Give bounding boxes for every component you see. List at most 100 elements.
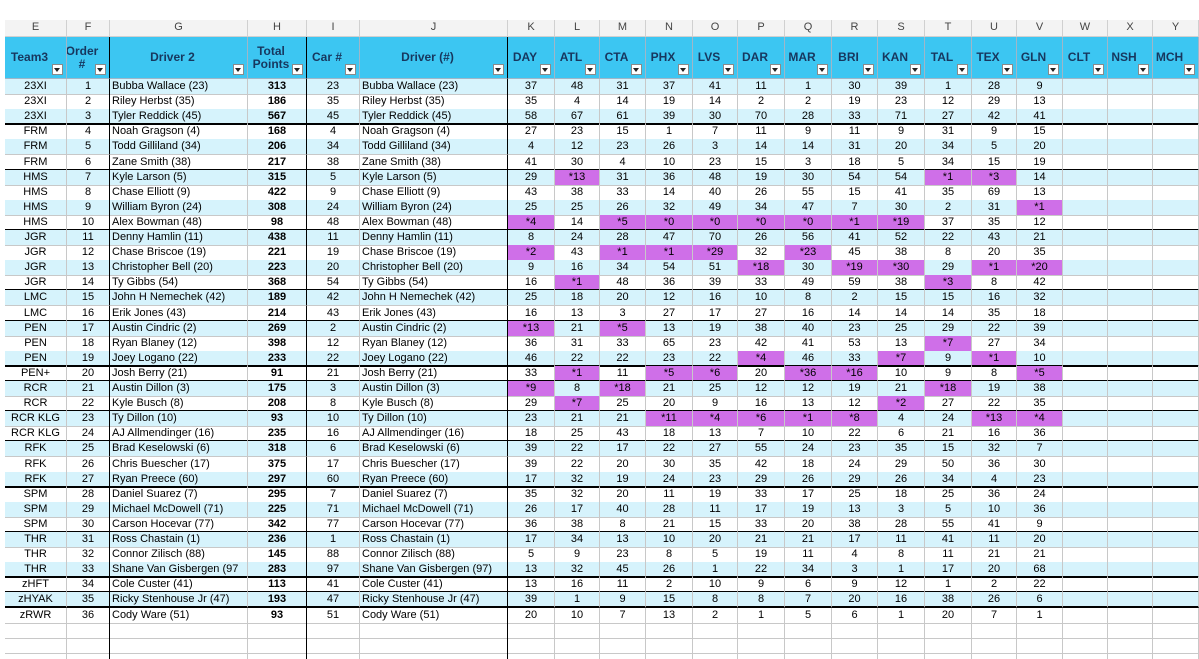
- table-cell: Daniel Suarez (7): [360, 486, 508, 503]
- column-header[interactable]: Car #: [307, 37, 360, 79]
- table-cell: *1: [972, 350, 1017, 367]
- table-cell: Riley Herbst (35): [110, 94, 248, 111]
- column-header[interactable]: DAY: [508, 37, 555, 79]
- table-cell: JGR: [5, 260, 67, 277]
- empty-cell: [1063, 94, 1108, 111]
- table-cell: 9: [972, 124, 1017, 141]
- table-cell: 43: [307, 305, 360, 322]
- column-header[interactable]: DAR: [738, 37, 785, 79]
- column-letter[interactable]: S: [878, 20, 925, 37]
- empty-cell: [1017, 652, 1063, 659]
- column-letter[interactable]: T: [925, 20, 972, 37]
- table-cell: 27: [925, 396, 972, 413]
- table-cell: 35: [972, 305, 1017, 322]
- column-letter[interactable]: H: [248, 20, 307, 37]
- empty-cell: [1063, 622, 1108, 639]
- table-cell: 11: [693, 501, 738, 518]
- column-header[interactable]: ATL: [555, 37, 600, 79]
- empty-cell: [785, 637, 832, 654]
- table-cell: 27: [738, 305, 785, 322]
- table-cell: 11: [600, 577, 646, 594]
- column-header[interactable]: CTA: [600, 37, 646, 79]
- column-letter[interactable]: L: [555, 20, 600, 37]
- column-header[interactable]: TAL: [925, 37, 972, 79]
- column-letter[interactable]: X: [1108, 20, 1153, 37]
- column-header[interactable]: MAR: [785, 37, 832, 79]
- empty-cell: [646, 637, 693, 654]
- table-cell: 4: [555, 94, 600, 111]
- column-header[interactable]: Order #: [67, 37, 110, 79]
- column-letter[interactable]: I: [307, 20, 360, 37]
- column-letter[interactable]: M: [600, 20, 646, 37]
- column-header[interactable]: Total Points: [248, 37, 307, 79]
- table-cell: 36: [508, 516, 555, 533]
- empty-cell: [1108, 577, 1153, 594]
- table-cell: Tyler Reddick (45): [110, 109, 248, 126]
- column-letter[interactable]: O: [693, 20, 738, 37]
- table-cell: 43: [600, 426, 646, 443]
- column-letter[interactable]: Q: [785, 20, 832, 37]
- table-cell: 34: [925, 154, 972, 171]
- column-header[interactable]: KAN: [878, 37, 925, 79]
- empty-cell: [1153, 290, 1199, 307]
- table-cell: 33: [600, 184, 646, 201]
- column-header[interactable]: NSH: [1108, 37, 1153, 79]
- table-cell: 206: [248, 139, 307, 156]
- column-letter[interactable]: P: [738, 20, 785, 37]
- table-cell: 13: [785, 396, 832, 413]
- column-header[interactable]: GLN: [1017, 37, 1063, 79]
- column-letter[interactable]: Y: [1153, 20, 1199, 37]
- table-cell: 12: [555, 139, 600, 156]
- column-header[interactable]: Team3: [5, 37, 67, 79]
- empty-cell: [1063, 275, 1108, 292]
- column-header[interactable]: Driver 2: [110, 37, 248, 79]
- table-cell: 47: [646, 230, 693, 247]
- table-cell: 33: [508, 365, 555, 382]
- column-header[interactable]: MCH: [1153, 37, 1199, 79]
- empty-cell: [1153, 350, 1199, 367]
- column-header[interactable]: CLT: [1063, 37, 1108, 79]
- table-cell: Joey Logano (22): [360, 350, 508, 367]
- table-cell: 49: [693, 199, 738, 216]
- column-header[interactable]: Driver (#): [360, 37, 508, 79]
- column-header[interactable]: BRI: [832, 37, 878, 79]
- column-letter[interactable]: G: [110, 20, 248, 37]
- column-letter[interactable]: W: [1063, 20, 1108, 37]
- column-letter[interactable]: N: [646, 20, 693, 37]
- table-cell: 23: [67, 411, 110, 428]
- empty-cell: [1153, 532, 1199, 549]
- column-letter[interactable]: V: [1017, 20, 1063, 37]
- table-cell: 27: [972, 335, 1017, 352]
- empty-cell: [1153, 109, 1199, 126]
- table-cell: 208: [248, 396, 307, 413]
- empty-cell: [1017, 637, 1063, 654]
- table-cell: William Byron (24): [110, 199, 248, 216]
- table-cell: *5: [1017, 365, 1063, 382]
- table-cell: 26: [600, 199, 646, 216]
- table-cell: 18: [646, 426, 693, 443]
- column-letter[interactable]: U: [972, 20, 1017, 37]
- column-header[interactable]: LVS: [693, 37, 738, 79]
- table-cell: 20: [67, 365, 110, 382]
- table-cell: 32: [738, 245, 785, 262]
- empty-cell: [972, 622, 1017, 639]
- table-cell: 20: [600, 456, 646, 473]
- empty-cell: [1108, 607, 1153, 624]
- table-cell: 61: [600, 109, 646, 126]
- table-cell: 88: [307, 547, 360, 564]
- table-cell: 20: [1017, 532, 1063, 549]
- column-letter[interactable]: F: [67, 20, 110, 37]
- empty-cell: [1108, 547, 1153, 564]
- column-letter[interactable]: R: [832, 20, 878, 37]
- column-letter[interactable]: E: [5, 20, 67, 37]
- column-letter[interactable]: J: [360, 20, 508, 37]
- column-header[interactable]: PHX: [646, 37, 693, 79]
- empty-cell: [785, 622, 832, 639]
- table-cell: 217: [248, 154, 307, 171]
- table-cell: 20: [693, 532, 738, 549]
- table-cell: Josh Berry (21): [110, 365, 248, 382]
- column-letter[interactable]: K: [508, 20, 555, 37]
- column-header[interactable]: TEX: [972, 37, 1017, 79]
- table-cell: 18: [1017, 305, 1063, 322]
